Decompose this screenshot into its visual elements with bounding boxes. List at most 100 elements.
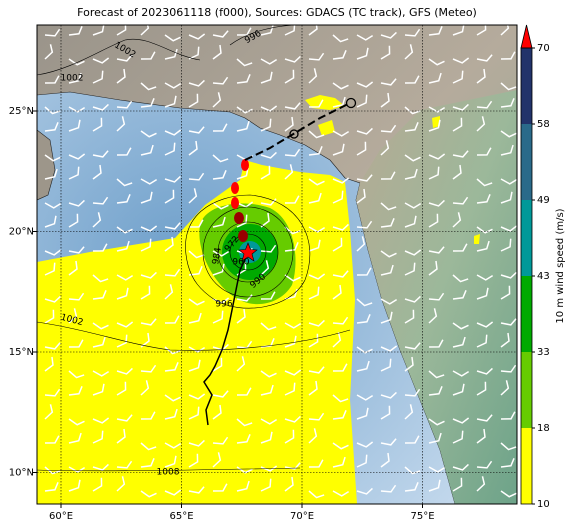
- isobar-label: 996: [215, 300, 232, 310]
- oman-coast: [37, 129, 56, 201]
- track-point: [289, 129, 299, 139]
- wind-barb: [332, 394, 349, 403]
- wind-barb: [44, 342, 61, 350]
- wind-barb: [500, 178, 517, 185]
- wind-barb: [476, 194, 491, 204]
- wind-barb: [284, 164, 294, 180]
- wind-barb: [188, 188, 198, 204]
- wind-barb: [116, 25, 127, 36]
- wind-barb: [188, 46, 200, 60]
- wind-barb: [476, 367, 493, 375]
- wind-barb: [380, 45, 391, 60]
- wind-barb: [212, 310, 224, 324]
- wind-barb: [428, 339, 444, 348]
- wind-barb: [332, 50, 347, 60]
- wind-barb: [452, 430, 464, 444]
- wind-barb: [188, 219, 204, 228]
- wind-barb: [212, 452, 222, 468]
- colorbar-tick-label: 43: [537, 271, 550, 282]
- wind-barb: [356, 267, 372, 276]
- wind-barb: [236, 308, 246, 324]
- wind-barb: [428, 308, 438, 324]
- wind-barb: [68, 370, 85, 379]
- wind-barb: [452, 417, 470, 424]
- wind-barb: [188, 33, 206, 40]
- wind-barb: [212, 123, 228, 132]
- wind-barb: [428, 386, 443, 396]
- wind-barb: [404, 388, 421, 397]
- wind-barb: [332, 490, 350, 497]
- wind-barb: [92, 212, 102, 228]
- wind-barb: [380, 171, 396, 180]
- colorbar-segment: [521, 352, 532, 428]
- wind-barb: [92, 322, 109, 330]
- wind-barb: [356, 220, 373, 229]
- wind-barbs: [44, 25, 517, 499]
- wind-barb: [92, 336, 106, 348]
- wind-barb: [92, 164, 102, 180]
- wind-barb: [164, 362, 179, 372]
- wind-barb: [164, 48, 178, 60]
- wind-barb: [236, 106, 253, 114]
- wind-barb: [428, 246, 445, 254]
- wind-barb: [164, 129, 182, 136]
- wind-barb: [188, 126, 205, 134]
- colorbar-segment: [521, 276, 532, 352]
- wind-barb: [500, 332, 510, 348]
- wind-barb: [500, 271, 517, 279]
- wind-barb: [284, 335, 297, 348]
- wind-barb: [140, 82, 157, 91]
- wind-barb: [332, 82, 349, 90]
- wind-barb: [116, 381, 127, 396]
- wind-barb: [44, 75, 60, 84]
- wind-barb: [332, 96, 346, 108]
- wind-barb: [500, 285, 511, 300]
- wind-barb: [68, 308, 78, 324]
- wind-barb: [92, 430, 104, 444]
- wind-barb: [236, 27, 252, 36]
- wind-barb: [116, 428, 126, 444]
- wind-barb: [380, 31, 397, 39]
- wind-barb: [404, 202, 422, 209]
- wind-barb: [68, 386, 83, 396]
- wind-barb: [356, 34, 374, 41]
- colorbar-segment: [521, 428, 532, 504]
- wind-barb: [452, 164, 462, 180]
- wind-barb: [188, 266, 203, 276]
- wind-barb: [116, 367, 133, 375]
- wind-barb: [452, 212, 462, 228]
- wind-barb: [476, 381, 487, 396]
- wind-barb: [44, 356, 54, 372]
- wind-barb: [212, 30, 229, 38]
- wind-barb: [332, 284, 342, 300]
- wind-barb: [500, 364, 517, 373]
- wind-barb: [428, 466, 446, 473]
- wind-barb: [284, 148, 301, 157]
- wind-barb: [116, 54, 133, 62]
- wind-barb: [260, 418, 278, 425]
- lat-tick-label: 20°N: [9, 227, 34, 238]
- wind-barb: [68, 213, 79, 228]
- wind-barb: [164, 95, 177, 108]
- wind-barb: [260, 431, 273, 444]
- wind-barb: [500, 411, 516, 420]
- wind-barb: [476, 287, 489, 300]
- wind-barb: [404, 404, 414, 420]
- wind-barb: [452, 103, 469, 111]
- wind-barb: [332, 223, 349, 231]
- wind-barb: [356, 441, 374, 448]
- wind-barb: [212, 216, 226, 228]
- wind-barb: [308, 239, 321, 252]
- wind-barb: [116, 476, 126, 492]
- wind-barb: [284, 429, 295, 444]
- wind-barb: [356, 236, 366, 252]
- wind-barb: [116, 240, 130, 252]
- map-title: Forecast of 2023061118 (f000), Sources: …: [77, 6, 477, 19]
- wind-barb: [284, 55, 301, 63]
- wind-barb: [116, 194, 131, 204]
- wind-barb: [164, 394, 181, 402]
- wind-barb: [380, 345, 398, 352]
- wind-barb: [188, 172, 205, 181]
- wind-barb: [140, 144, 154, 156]
- wind-barb: [428, 199, 445, 207]
